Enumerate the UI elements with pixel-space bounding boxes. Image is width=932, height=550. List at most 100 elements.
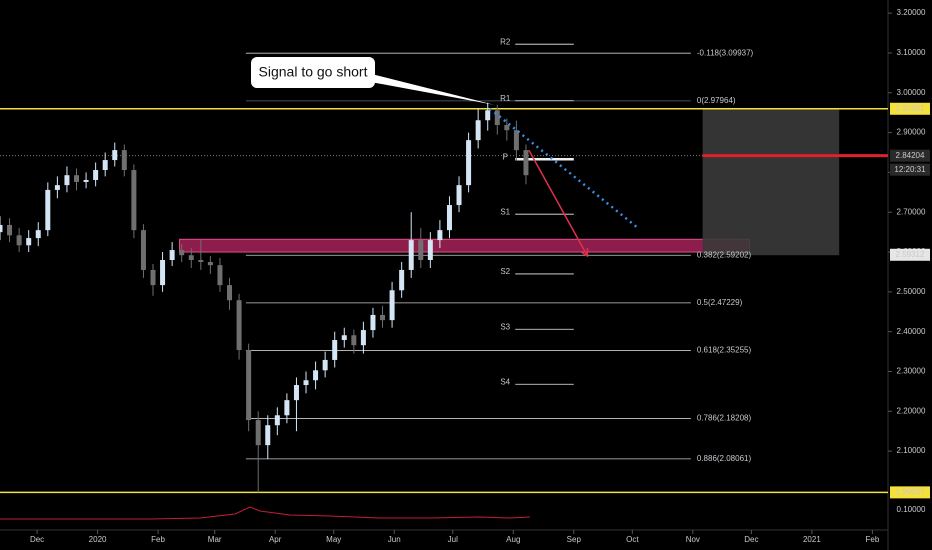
candle-body (437, 230, 443, 241)
x-tick-label: Mar (208, 535, 222, 544)
candle-body (227, 285, 233, 301)
candle-body (102, 160, 108, 171)
candle-body (83, 179, 89, 182)
candle-body (284, 400, 290, 416)
x-tick-label: Feb (865, 535, 879, 544)
candle-body (303, 380, 309, 386)
candle-body (0, 224, 3, 233)
arrow-head (580, 248, 589, 258)
indicator-line (0, 506, 531, 520)
candle-body (466, 140, 472, 186)
candle-body (255, 420, 261, 446)
fib-label: 0.382(2.59202) (697, 250, 752, 259)
fib-label: 0(2.97964) (697, 96, 736, 105)
x-tick-label: Sep (567, 535, 582, 544)
price-tag: 1.99637 (896, 487, 925, 496)
candle-body (408, 240, 414, 270)
candle-body (140, 230, 146, 270)
y-tick-label: 2.70000 (897, 207, 926, 216)
candle-body (380, 314, 386, 321)
fib-label: 0.618(2.35255) (697, 346, 752, 355)
pivot-label: S3 (500, 322, 510, 331)
x-tick-label: Feb (151, 535, 165, 544)
candle-body (446, 205, 452, 231)
candle-body (112, 150, 118, 161)
y-tick-label: 3.00000 (897, 88, 926, 97)
price-tag: 2.59312 (896, 250, 925, 259)
fib-label: -0.118(3.09937) (697, 48, 754, 57)
candle-body (293, 385, 299, 401)
price-tag-bg (890, 486, 930, 499)
y-tick-label: 2.20000 (897, 406, 926, 415)
x-tick-label: Nov (686, 535, 700, 544)
countdown-bg (890, 163, 930, 176)
countdown: 12:20:31 (894, 165, 926, 174)
pivot-label: S2 (500, 267, 510, 276)
candle-body (150, 269, 156, 286)
candle-body (351, 335, 357, 346)
candle-body (7, 224, 13, 236)
zone (179, 238, 750, 253)
x-tick-label: Jul (448, 535, 458, 544)
x-tick-label: May (326, 535, 341, 544)
pivot-label: R2 (500, 37, 511, 46)
x-tick-label: Jun (388, 535, 401, 544)
candle-body (370, 314, 376, 331)
candle-body (360, 330, 366, 346)
candle-body (93, 170, 99, 180)
candle-body (236, 300, 242, 350)
x-tick-label: Apr (269, 535, 282, 544)
candle-body (485, 110, 491, 121)
candle-body (399, 269, 405, 291)
candle-body (217, 265, 223, 286)
candle-body (35, 230, 41, 239)
candle-body (121, 150, 127, 171)
candle-body (389, 290, 395, 321)
candle-body (207, 261, 213, 266)
candle-body (64, 175, 70, 186)
candle-body (265, 425, 271, 446)
candle-body (160, 260, 166, 286)
y-tick-label: 3.10000 (897, 48, 926, 57)
candle-body (341, 335, 347, 341)
candle-body (54, 185, 60, 190)
pivot-label: R1 (500, 94, 511, 103)
candle-body (332, 340, 338, 360)
candle-body (274, 415, 280, 426)
x-tick-label: 2020 (89, 535, 107, 544)
candle-body (169, 250, 175, 260)
trend-line (489, 107, 639, 230)
candle-body (198, 260, 204, 262)
y-tick-label: 2.50000 (897, 287, 926, 296)
candle-body (313, 370, 319, 381)
candle-body (456, 185, 462, 206)
indicator-label: 0.10000 (897, 505, 926, 514)
candle-body (494, 110, 500, 126)
candle-body (513, 130, 519, 151)
x-tick-label: Aug (506, 535, 520, 544)
y-tick-label: 2.10000 (897, 446, 926, 455)
fib-label: 0.886(2.08061) (697, 454, 752, 463)
candle-body (45, 189, 51, 231)
fib-label: 0.5(2.47229) (697, 298, 743, 307)
candle-body (188, 255, 194, 260)
x-tick-label: 2021 (803, 535, 821, 544)
pivot-label: S1 (500, 207, 510, 216)
candle-body (179, 250, 185, 256)
candle-body (74, 175, 80, 182)
candle-body (246, 349, 252, 421)
candle-body (475, 120, 481, 141)
pivot-label: P (503, 152, 508, 161)
arrow (528, 149, 589, 257)
callout-pointer (340, 66, 494, 105)
candle-body (26, 238, 32, 246)
candle-body (504, 125, 510, 131)
y-tick-label: 2.40000 (897, 327, 926, 336)
candle-body (16, 235, 22, 246)
candle-body (418, 240, 424, 260)
candle-body (322, 359, 328, 371)
projection-box (702, 107, 840, 256)
last-price-tag: 2.84204 (896, 151, 925, 160)
callout-box (251, 57, 375, 88)
